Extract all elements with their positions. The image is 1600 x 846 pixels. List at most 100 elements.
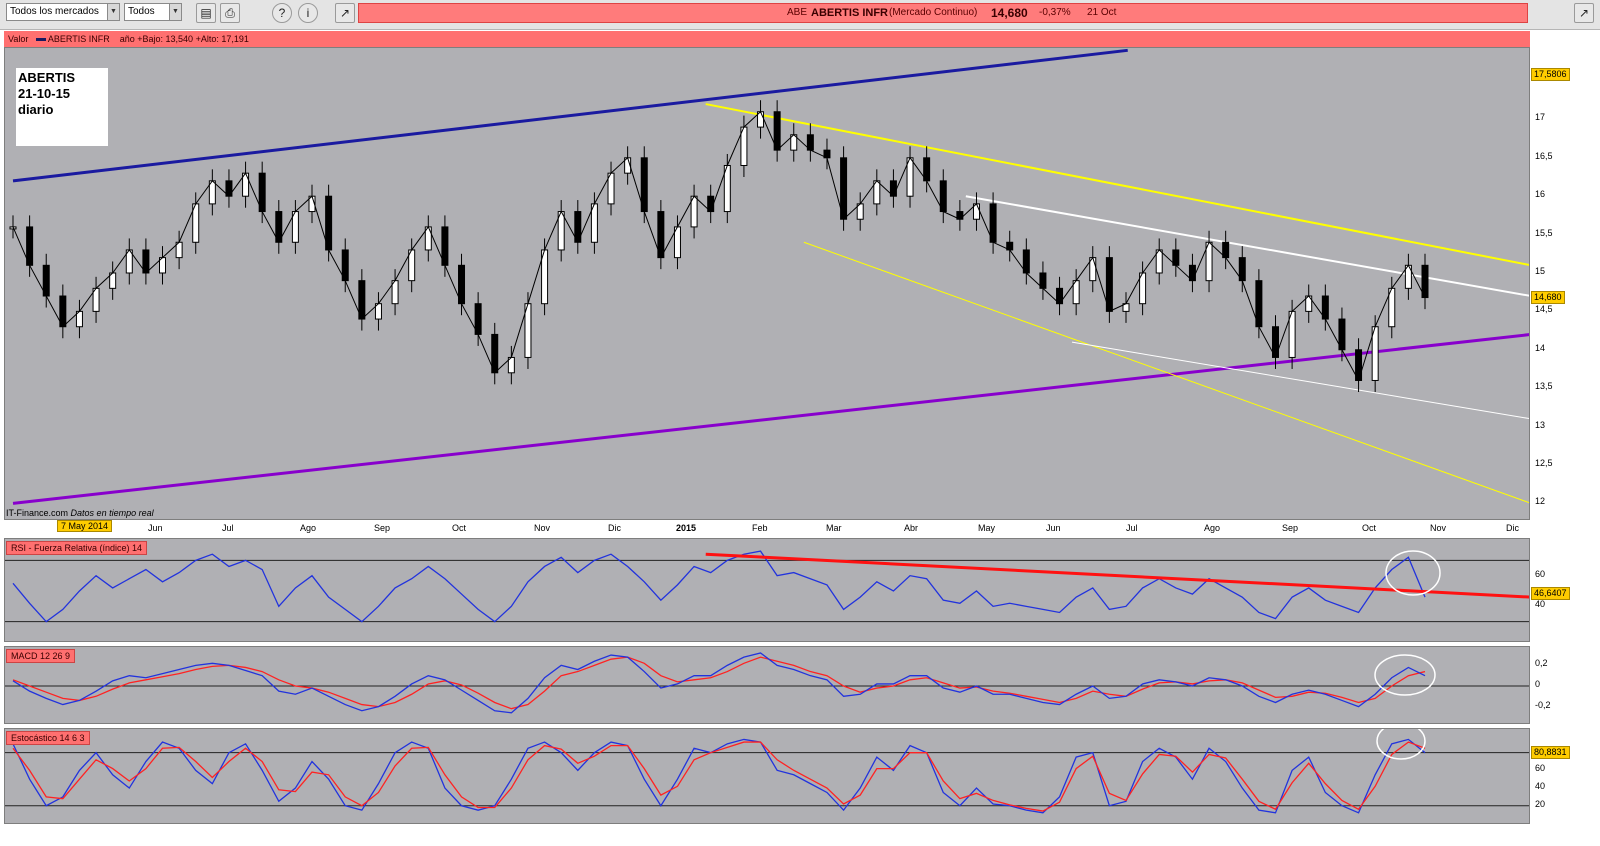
x-tick-label: Oct <box>1362 523 1377 533</box>
chart-footer: IT-Finance.com Datos en tiempo real <box>6 508 154 518</box>
stamp-line-1: ABERTIS <box>18 70 76 85</box>
indicator-tick-label: -0,2 <box>1535 699 1551 710</box>
price-line <box>12 110 1426 382</box>
type-select-value: Todos <box>128 6 155 17</box>
chart-stamp: ABERTIS 21-10-15 diario <box>16 68 108 146</box>
rsi-chart <box>5 550 1529 623</box>
macd-chart <box>5 652 1529 714</box>
macd-panel[interactable] <box>4 646 1530 724</box>
indicator-last-tag: 80,8831 <box>1531 745 1570 759</box>
trendline-blue <box>12 48 1128 183</box>
price-last-tag: 14,680 <box>1531 290 1565 304</box>
save-icon[interactable]: ▤ <box>196 3 216 23</box>
indicator-tick-label: 60 <box>1535 568 1546 579</box>
trendline-white <box>1071 341 1529 420</box>
price-tick-label: 16 <box>1535 189 1546 200</box>
price-tick-label: 15,5 <box>1535 227 1553 238</box>
highlight-ellipse <box>1374 654 1436 696</box>
main-chart-header: Valor ABERTIS INFR año +Bajo: 13,540 +Al… <box>4 31 1530 47</box>
header-range: año +Bajo: 13,540 +Alto: 17,191 <box>119 34 249 44</box>
rsi-trendline <box>705 552 1529 599</box>
series-swatch <box>35 38 46 42</box>
help-icon[interactable]: ? <box>272 3 292 23</box>
price-axis: 17 16,5 16 15,5 15 14,5 14 13,5 13 12,5 12 17,5806 1… <box>1531 47 1600 520</box>
trendline-yellow <box>803 241 1529 504</box>
first-date-tag: 7 May 2014 <box>57 520 113 532</box>
source-label: IT-Finance.com <box>6 508 69 518</box>
series-rsi-line <box>12 550 1426 623</box>
x-tick-label: Mar <box>826 523 842 533</box>
chevron-down-icon[interactable]: ▼ <box>169 4 181 20</box>
price-tick-label: 12 <box>1535 496 1546 507</box>
market-select[interactable]: Todos los mercados ▼ <box>6 3 120 21</box>
stamp-line-2: 21-10-15 <box>18 86 71 101</box>
x-tick-label: Abr <box>904 523 919 533</box>
highlight-ellipse <box>1385 550 1441 596</box>
quote-ticker: ABE <box>787 7 808 18</box>
indicator-tick-label: 60 <box>1535 763 1546 774</box>
price-tick-label: 12,5 <box>1535 457 1553 468</box>
info-icon[interactable]: i <box>298 3 318 23</box>
x-tick-label: Ago <box>300 523 317 533</box>
indicator-tick-label: 40 <box>1535 599 1546 610</box>
market-select-value: Todos los mercados <box>10 6 99 17</box>
macd-label: MACD 12 26 9 <box>6 649 76 663</box>
x-tick-label: Nov <box>534 523 551 533</box>
price-tick-label: 15 <box>1535 265 1546 276</box>
price-chart <box>9 48 1529 505</box>
rsi-axis: 60 40 46,6407 <box>1531 538 1600 642</box>
header-series: ABERTIS INFR <box>47 34 110 44</box>
x-tick-label: Sep <box>374 523 391 533</box>
x-tick-label: Jun <box>1046 523 1061 533</box>
x-tick-label: Oct <box>452 523 467 533</box>
chart-open-icon[interactable]: ↗ <box>335 3 355 23</box>
price-tick-label: 13,5 <box>1535 381 1553 392</box>
series-d-line <box>12 741 1426 812</box>
stamp-line-3: diario <box>18 102 54 117</box>
price-tick-label: 14 <box>1535 342 1546 353</box>
price-tick-label: 17 <box>1535 112 1546 123</box>
indicator-tick-label: 0 <box>1535 679 1541 689</box>
x-tick-label: Nov <box>1430 523 1447 533</box>
type-select[interactable]: Todos ▼ <box>124 3 182 21</box>
quote-market: (Mercado Continuo) <box>889 7 978 18</box>
quote-price: 14,680 <box>991 6 1028 20</box>
series-macd-line <box>12 652 1426 714</box>
trendline-yellow <box>705 103 1529 266</box>
indicator-tick-label: 20 <box>1535 798 1546 809</box>
x-tick-label: May <box>978 523 996 533</box>
quote-bar: ABE ABERTIS INFR (Mercado Continuo) 14,6… <box>358 3 1528 23</box>
x-tick-label: Dic <box>608 523 621 533</box>
series-k-line <box>12 738 1426 814</box>
indicator-tick-label: 0,2 <box>1535 658 1548 669</box>
x-tick-label: 2015 <box>676 523 697 533</box>
x-tick-label: Sep <box>1282 523 1299 533</box>
highlight-ellipse <box>1376 729 1426 760</box>
chevron-down-icon[interactable]: ▼ <box>107 4 119 20</box>
trendline-white <box>965 195 1529 297</box>
x-tick-label: Ago <box>1204 523 1221 533</box>
x-tick-label: Dic <box>1506 523 1519 533</box>
indicator-last-tag: 46,6407 <box>1531 587 1570 601</box>
quote-change: -0,37% <box>1039 7 1071 18</box>
macd-axis: 0,2 0 -0,2 <box>1531 646 1600 724</box>
realtime-note: Datos en tiempo real <box>70 508 154 518</box>
rsi-panel[interactable] <box>4 538 1530 642</box>
quote-date: 21 Oct <box>1087 7 1117 18</box>
x-tick-label: Jul <box>1126 523 1138 533</box>
price-tick-label: 13 <box>1535 419 1546 430</box>
print-icon[interactable]: ⎙ <box>220 3 240 23</box>
x-tick-label: Jul <box>222 523 234 533</box>
price-panel[interactable] <box>4 47 1530 520</box>
rsi-label: RSI - Fuerza Relativa (índice) 14 <box>6 541 148 555</box>
price-high-tag: 17,5806 <box>1531 67 1570 81</box>
stoch-panel[interactable] <box>4 728 1530 824</box>
x-axis: Jun Jul Ago Sep Oct Nov Dic 2015 Feb Mar Abr May Jun… <box>4 520 1530 538</box>
x-tick-label: Jun <box>148 523 163 533</box>
chart-export-icon[interactable]: ↗ <box>1574 3 1594 23</box>
toolbar: Todos los mercados ▼ Todos ▼ ▤ ⎙ ? i ↗ A… <box>0 0 1600 30</box>
price-candle <box>1421 264 1429 299</box>
x-tick-label: Feb <box>752 523 768 533</box>
stoch-chart <box>5 729 1529 814</box>
